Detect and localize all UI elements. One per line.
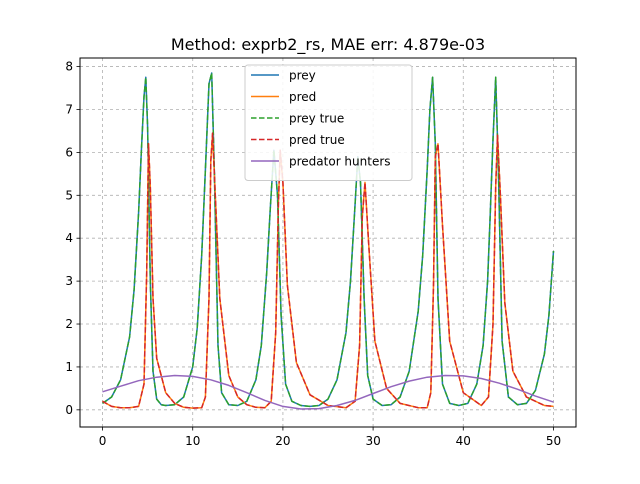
x-axis: 0 10 20 30 40 50 — [99, 427, 561, 448]
series-line-pred-true — [102, 132, 554, 409]
legend: prey pred prey true pred true predator hunte… — [244, 64, 413, 181]
y-tick-label: 8 — [65, 60, 73, 74]
series-line-predator-hunters — [102, 374, 554, 410]
x-tick-label: 30 — [365, 434, 380, 448]
y-axis: 0 1 2 3 4 5 6 7 8 — [65, 60, 80, 417]
y-tick-label: 0 — [65, 403, 73, 417]
y-tick-label: 3 — [65, 274, 73, 288]
y-tick-label: 7 — [65, 102, 73, 116]
x-tick-label: 0 — [99, 434, 107, 448]
y-tick-label: 2 — [65, 317, 73, 331]
x-tick-label: 40 — [456, 434, 471, 448]
series-line-prey-true — [102, 72, 555, 408]
y-tick-label: 4 — [65, 231, 73, 245]
y-tick-label: 1 — [65, 360, 73, 374]
chart-title: Method: exprb2_rs, MAE err: 4.879e-03 — [171, 35, 485, 55]
x-tick-label: 10 — [185, 434, 200, 448]
legend-label: pred — [289, 90, 316, 104]
legend-label: pred true — [289, 133, 345, 147]
legend-label: predator hunters — [289, 155, 391, 169]
x-tick-label: 20 — [275, 434, 290, 448]
plot-lines — [102, 72, 555, 410]
legend-label: prey true — [289, 112, 344, 126]
legend-label: prey — [289, 69, 316, 83]
y-tick-label: 5 — [65, 188, 73, 202]
plot-frame — [79, 57, 577, 428]
x-tick-label: 50 — [546, 434, 561, 448]
y-tick-label: 6 — [65, 145, 73, 159]
legend-box — [244, 64, 413, 181]
